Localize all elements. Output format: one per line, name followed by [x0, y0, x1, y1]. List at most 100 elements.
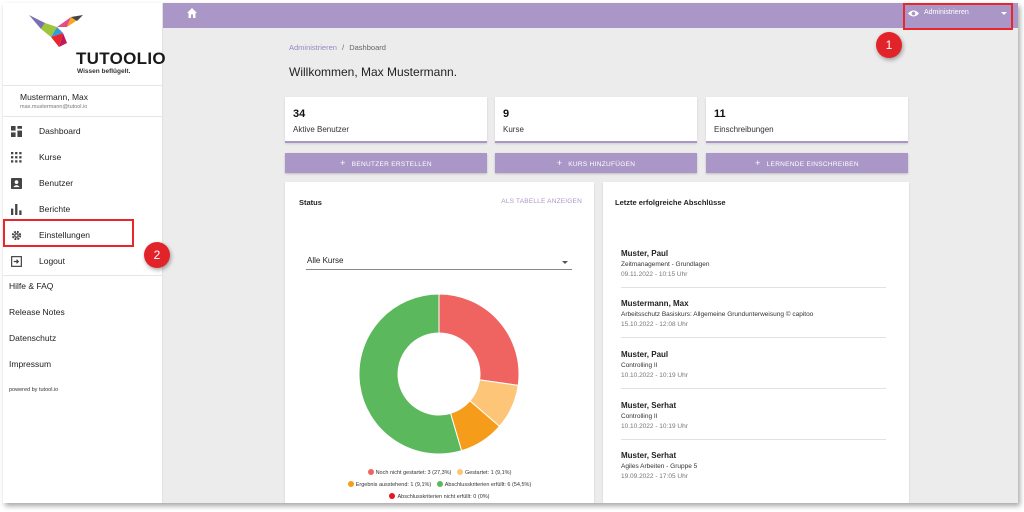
user-name: Mustermann, Max: [20, 92, 89, 102]
list-item[interactable]: Mustermann, Max Arbeitsschutz Basiskurs:…: [621, 299, 886, 349]
divider: [621, 287, 886, 288]
learner-name: Muster, Serhat: [621, 401, 677, 410]
status-title: Status: [299, 198, 322, 207]
privacy-link[interactable]: Datenschutz: [9, 333, 57, 343]
sidebar-item-benutzer[interactable]: Benutzer: [3, 171, 163, 197]
powered-by[interactable]: powered by tutool.io: [9, 387, 59, 393]
sidebar-item-kurse[interactable]: Kurse: [3, 145, 163, 171]
legend-item[interactable]: Gestartet: 1 (9,1%): [456, 469, 511, 476]
course-name: Zeitmanagement - Grundlagen: [621, 261, 710, 268]
list-item[interactable]: Muster, Paul Controlling II 10.10.2022 -…: [621, 350, 886, 400]
list-item[interactable]: Muster, Serhat Controlling II 10.10.2022…: [621, 401, 886, 451]
legend-label: Abschlusskriterien erfüllt: 6 (54,5%): [444, 482, 532, 488]
completion-date: 10.10.2022 - 10:19 Uhr: [621, 423, 688, 430]
administrieren-menu[interactable]: Administrieren: [904, 5, 1012, 23]
stat-card-active-users: 34 Aktive Benutzer: [285, 97, 487, 143]
help-faq-link[interactable]: Hilfe & FAQ: [9, 281, 54, 291]
breadcrumb: Administrieren / Dashboard: [289, 43, 386, 52]
completion-date: 19.09.2022 - 17:05 Uhr: [621, 473, 688, 480]
sidebar-item-label: Dashboard: [39, 126, 81, 136]
create-user-button[interactable]: + BENUTZER ERSTELLEN: [285, 153, 487, 173]
logo-wordmark: TUTOOLIO: [76, 49, 166, 68]
learner-name: Muster, Paul: [621, 350, 669, 359]
plus-icon: +: [556, 158, 563, 168]
person-card-icon: [11, 178, 22, 189]
course-name: Controlling II: [621, 362, 658, 369]
legend-dot: [436, 481, 443, 487]
hummingbird-logo-icon: [29, 15, 83, 47]
gear-icon: [11, 230, 22, 241]
donut-slice-abschlusskriterien-erf-llt[interactable]: [358, 293, 463, 455]
stat-value: 34: [293, 108, 306, 120]
sidebar-item-logout[interactable]: Logout: [3, 249, 163, 276]
tutoolio-logo[interactable]: TUTOOLIO Wissen beflügelt.: [27, 13, 166, 75]
highlight-box-administrieren: [903, 3, 1013, 30]
completion-date: 09.11.2022 - 10:15 Uhr: [621, 271, 688, 278]
stat-value: 9: [503, 108, 510, 120]
annotation-badge-1: 1: [876, 32, 902, 58]
home-icon[interactable]: [186, 7, 198, 19]
learner-name: Mustermann, Max: [621, 299, 689, 308]
list-item[interactable]: Muster, Serhat Agiles Arbeiten - Gruppe …: [621, 451, 886, 501]
stat-card-courses: 9 Kurse: [495, 97, 697, 143]
chart-legend-row-3: Abschlusskriterien nicht erfüllt: 0 (0%): [285, 493, 594, 500]
learner-name: Muster, Serhat: [621, 451, 677, 460]
legend-item[interactable]: Abschlusskriterien nicht erfüllt: 0 (0%): [389, 493, 490, 500]
course-name: Arbeitsschutz Basiskurs: Allgemeine Grun…: [621, 311, 814, 318]
legend-dot: [389, 493, 396, 499]
sidebar-item-berichte[interactable]: Berichte: [3, 197, 163, 223]
completion-date: 15.10.2022 - 12:08 Uhr: [621, 321, 688, 328]
legend-item[interactable]: Abschlusskriterien erfüllt: 6 (54,5%): [436, 481, 532, 488]
recent-completions-title: Letzte erfolgreiche Abschlüsse: [615, 198, 726, 207]
stat-card-enrollments: 11 Einschreibungen: [706, 97, 908, 143]
legend-label: Noch nicht gestartet: 3 (27,3%): [375, 470, 452, 476]
imprint-link[interactable]: Impressum: [9, 359, 52, 369]
annotation-badge-2: 2: [144, 242, 170, 268]
status-donut-chart: [358, 293, 520, 455]
show-as-table-link[interactable]: ALS TABELLE ANZEIGEN: [501, 198, 582, 205]
user-info: Mustermann, Max max.mustermann@tutool.io: [3, 85, 163, 117]
course-select[interactable]: Alle Kurse: [306, 254, 572, 270]
legend-item[interactable]: Ergebnis ausstehend: 1 (9,1%): [347, 481, 432, 488]
button-label: BENUTZER ERSTELLEN: [351, 161, 432, 168]
chart-legend-row-2: Ergebnis ausstehend: 1 (9,1%) Abschlussk…: [285, 481, 594, 488]
enroll-learners-button[interactable]: + LERNENDE EINSCHREIBEN: [706, 153, 908, 173]
breadcrumb-current: Dashboard: [349, 43, 386, 52]
sidebar-item-einstellungen[interactable]: Einstellungen: [3, 223, 163, 249]
chevron-down-icon: [1001, 12, 1007, 15]
stat-value: 11: [714, 108, 726, 120]
legend-item[interactable]: Noch nicht gestartet: 3 (27,3%): [367, 469, 452, 476]
stat-label: Einschreibungen: [714, 125, 774, 134]
administrieren-label: Administrieren: [924, 9, 969, 16]
sidebar-item-dashboard[interactable]: Dashboard: [3, 119, 163, 145]
list-item[interactable]: Muster, Paul Zeitmanagement - Grundlagen…: [621, 249, 886, 299]
release-notes-link[interactable]: Release Notes: [9, 307, 65, 317]
sidebar: TUTOOLIO Wissen beflügelt. Mustermann, M…: [3, 3, 166, 503]
button-label: KURS HINZUFÜGEN: [568, 161, 636, 168]
stat-label: Kurse: [503, 125, 524, 134]
plus-icon: +: [340, 158, 346, 168]
breadcrumb-link-administrieren[interactable]: Administrieren: [289, 43, 337, 52]
bar-chart-icon: [11, 204, 22, 215]
sidebar-item-label: Benutzer: [39, 178, 74, 188]
legend-dot: [456, 469, 463, 475]
user-email: max.mustermann@tutool.io: [20, 104, 88, 110]
button-label: LERNENDE EINSCHREIBEN: [766, 161, 859, 168]
logout-icon: [11, 256, 22, 267]
sidebar-item-label: Einstellungen: [39, 230, 91, 240]
eye-icon: [908, 10, 919, 17]
legend-dot: [367, 469, 374, 475]
course-name: Controlling II: [621, 413, 658, 420]
donut-slice-noch-nicht-gestartet[interactable]: [438, 293, 520, 386]
add-course-button[interactable]: + KURS HINZUFÜGEN: [495, 153, 697, 173]
sidebar-item-label: Logout: [39, 256, 65, 266]
legend-dot: [347, 481, 354, 487]
grid-icon: [11, 152, 22, 163]
completion-date: 10.10.2022 - 10:19 Uhr: [621, 372, 688, 379]
divider: [621, 337, 886, 338]
page-title: Willkommen, Max Mustermann.: [289, 65, 458, 79]
divider: [621, 388, 886, 389]
plus-icon: +: [755, 158, 761, 168]
course-name: Agiles Arbeiten - Gruppe 5: [621, 463, 698, 470]
legend-label: Ergebnis ausstehend: 1 (9,1%): [355, 482, 432, 488]
